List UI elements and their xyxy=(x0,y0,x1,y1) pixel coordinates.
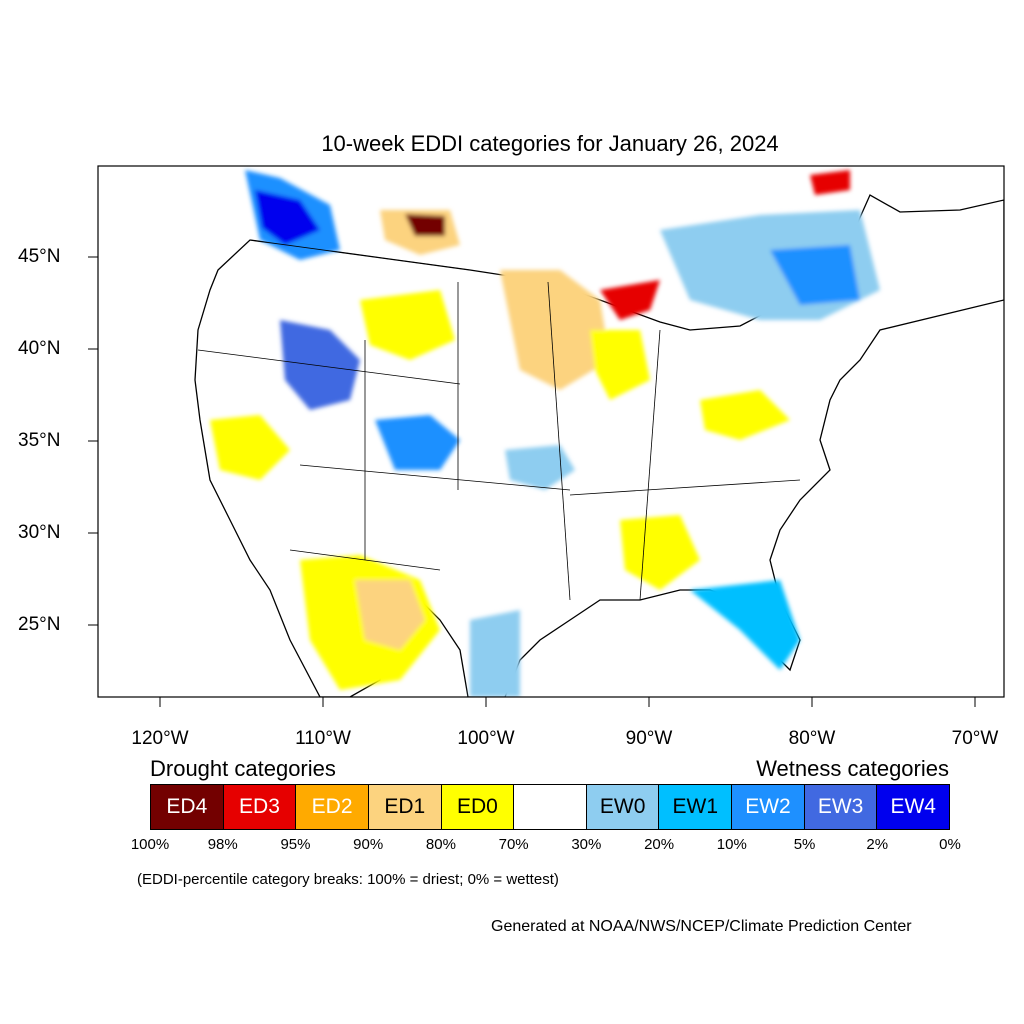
lat-label-25: 25°N xyxy=(18,614,61,635)
legend-box-ed2: ED2 xyxy=(296,785,369,829)
category-legend: ED4 ED3 ED2 ED1 ED0 EW0 EW1 EW2 EW3 EW4 xyxy=(150,784,950,830)
lat-label-45: 45°N xyxy=(18,246,61,267)
legend-box-ed0: ED0 xyxy=(441,785,515,829)
map-frame xyxy=(97,165,1005,698)
percentile-breaks: 100% 98% 95% 90% 80% 70% 30% 20% 10% 5% 2% 0% xyxy=(131,836,961,856)
percentile-break: 90% xyxy=(353,836,384,853)
percentile-break: 100% xyxy=(130,836,170,853)
percentile-break: 95% xyxy=(280,836,311,853)
legend-box-ew4: EW4 xyxy=(877,785,950,829)
legend-box-ew3: EW3 xyxy=(804,785,878,829)
drought-heading: Drought categories xyxy=(150,756,336,781)
wetness-heading: Wetness categories xyxy=(756,756,949,781)
lon-label-120: 120°W xyxy=(131,728,189,749)
legend-box-ew1: EW1 xyxy=(659,785,733,829)
percentile-break: 5% xyxy=(793,836,816,853)
eddi-patches xyxy=(210,170,880,697)
percentile-break: 30% xyxy=(571,836,602,853)
lon-label-100: 100°W xyxy=(457,728,515,749)
percentile-break: 80% xyxy=(425,836,456,853)
percentile-break: 70% xyxy=(498,836,529,853)
legend-box-neutral xyxy=(514,785,587,829)
percentile-break: 0% xyxy=(939,836,961,853)
lon-label-90: 90°W xyxy=(625,728,673,749)
map-title: 10-week EDDI categories for January 26, … xyxy=(321,131,779,156)
lat-label-30: 30°N xyxy=(18,522,61,543)
lat-label-35: 35°N xyxy=(18,430,61,451)
state-boundaries xyxy=(197,239,801,601)
percentile-break: 10% xyxy=(716,836,747,853)
legend-box-ew0: EW0 xyxy=(586,785,660,829)
percentile-break: 20% xyxy=(644,836,675,853)
percentile-break: 98% xyxy=(207,836,238,853)
lon-label-70: 70°W xyxy=(951,728,999,749)
legend-box-ed3: ED3 xyxy=(223,785,297,829)
credit-line: Generated at NOAA/NWS/NCEP/Climate Predi… xyxy=(491,918,912,935)
axis-ticks xyxy=(88,256,976,707)
lon-label-80: 80°W xyxy=(788,728,836,749)
legend-box-ed1: ED1 xyxy=(368,785,442,829)
breaks-note: (EDDI-percentile category breaks: 100% =… xyxy=(137,871,559,888)
percentile-break: 2% xyxy=(866,836,889,853)
lat-label-40: 40°N xyxy=(18,338,61,359)
legend-box-ed4: ED4 xyxy=(151,785,224,829)
legend-box-ew2: EW2 xyxy=(732,785,805,829)
lon-label-110: 110°W xyxy=(295,728,351,749)
